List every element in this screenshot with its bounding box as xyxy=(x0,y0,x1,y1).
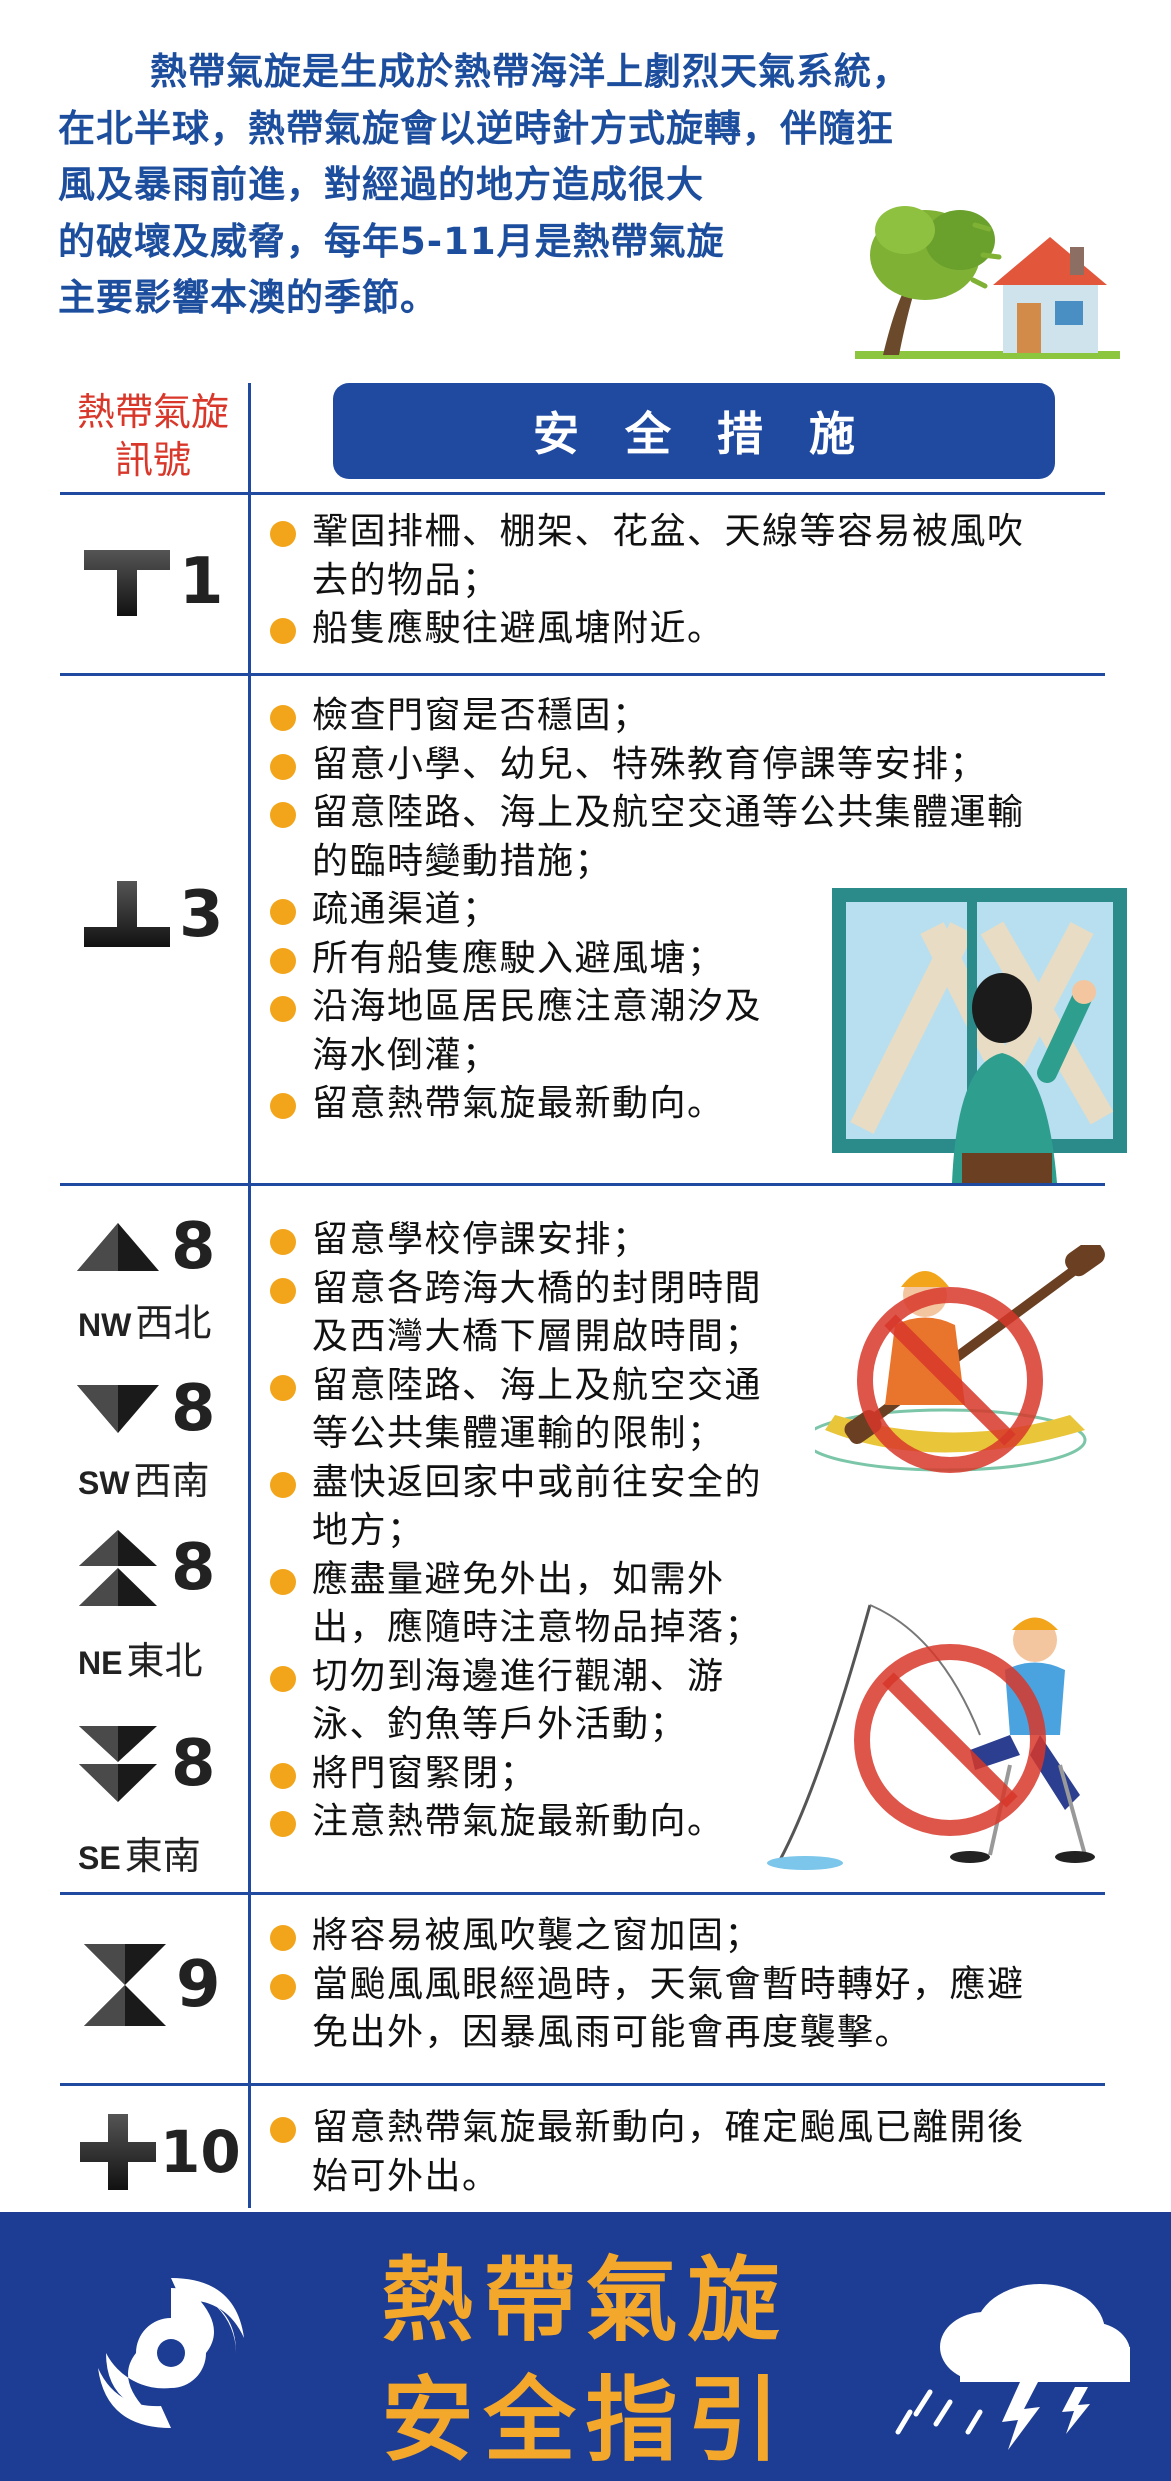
measure-item-continuation: 等公共集體運輸的限制； xyxy=(312,1413,725,1454)
signal-8-sw: 8 xyxy=(73,1372,216,1446)
measure-item-continuation: 泳、釣魚等戶外活動； xyxy=(312,1704,688,1745)
row-divider xyxy=(60,1892,1105,1895)
signal-8-down-triangle-icon xyxy=(77,1385,159,1433)
intro-line: 風及暴雨前進，對經過的地方造成很大 xyxy=(58,163,704,206)
signal-8-ne-label: NE 東北 xyxy=(78,1630,202,1685)
signal-1-number: 1 xyxy=(179,545,224,619)
direction-code: SW xyxy=(78,1465,130,1501)
signal-10-cross-icon xyxy=(80,2114,156,2190)
signal-8-number: 8 xyxy=(171,1372,216,1446)
measure-item: 留意陸路、海上及航空交通 xyxy=(268,1362,762,1411)
measure-item: 留意熱帶氣旋最新動向。 xyxy=(268,1080,1025,1129)
signal-9-number: 9 xyxy=(176,1948,221,2022)
intro-line: 的破壞及威脅，每年5-11月是熱帶氣旋 xyxy=(58,219,725,263)
signal-8-se: 8 xyxy=(73,1724,216,1804)
measure-item: 盡快返回家中或前往安全的 xyxy=(268,1459,762,1508)
intro-paragraph: 熱帶氣旋是生成於熱帶海洋上劇烈天氣系統， 在北半球，熱帶氣旋會以逆時針方式旋轉，… xyxy=(58,44,1088,327)
signal-8-nw: 8 xyxy=(73,1210,216,1284)
signal-8-se-label: SE 東南 xyxy=(78,1825,201,1880)
direction-name: 西南 xyxy=(133,1459,210,1503)
signal-8-ne: 8 xyxy=(73,1528,216,1608)
signal-8-measures: 留意學校停課安排； 留意各跨海大橋的封閉時間 及西灣大橋下層開啟時間； 留意陸路… xyxy=(268,1216,762,1847)
measure-item-continuation: 去的物品； xyxy=(312,559,500,601)
intro-line: 熱帶氣旋是生成於熱帶海洋上劇烈天氣系統， xyxy=(150,50,910,93)
house-in-wind-illustration xyxy=(855,206,1120,359)
signal-3-number: 3 xyxy=(179,878,224,952)
measure-item-continuation: 始可外出。 xyxy=(312,2155,500,2197)
signal-8-double-down-triangle-icon xyxy=(79,1726,157,1802)
direction-code: NW xyxy=(78,1307,132,1343)
measure-item: 注意熱帶氣旋最新動向。 xyxy=(268,1798,762,1847)
measure-item: 留意陸路、海上及航空交通等公共集體運輸 xyxy=(268,789,1025,838)
column-divider xyxy=(248,383,251,2208)
direction-name: 東南 xyxy=(124,1834,201,1878)
measure-item: 留意各跨海大橋的封閉時間 xyxy=(268,1265,762,1314)
measure-item: 將容易被風吹襲之窗加固； xyxy=(268,1912,1025,1961)
signal-10-number: 10 xyxy=(160,2118,241,2186)
measure-item: 留意熱帶氣旋最新動向，確定颱風已離開後 xyxy=(268,2104,1025,2153)
measure-item: 船隻應駛往避風塘附近。 xyxy=(268,605,1025,654)
direction-name: 東北 xyxy=(126,1639,203,1683)
signal-column-header: 熱帶氣旋 訊號 xyxy=(58,388,248,484)
measure-item: 切勿到海邊進行觀潮、游 xyxy=(268,1653,762,1702)
measure-item-continuation: 及西灣大橋下層開啟時間； xyxy=(312,1316,763,1357)
signal-8-double-up-triangle-icon xyxy=(79,1530,157,1606)
measure-item: 應盡量避免外出，如需外 xyxy=(268,1556,762,1605)
measure-item-continuation: 免出外，因暴風雨可能會再度襲擊。 xyxy=(312,2012,913,2053)
taped-window-illustration xyxy=(832,888,1127,1183)
signal-8-nw-label: NW 西北 xyxy=(78,1292,211,1347)
signal-9-hourglass-icon xyxy=(84,1944,166,2026)
signal-header-line-2: 訊號 xyxy=(114,438,191,482)
measure-item-continuation: 地方； xyxy=(312,1510,425,1551)
signal-8-up-triangle-icon xyxy=(77,1223,159,1271)
measure-item: 疏通渠道； xyxy=(268,886,1025,935)
signal-9: 9 xyxy=(80,1940,221,2030)
signal-10-measures: 留意熱帶氣旋最新動向，確定颱風已離開後 始可外出。 xyxy=(268,2104,1025,2201)
measure-item: 鞏固排柵、棚架、花盆、天線等容易被風吹 xyxy=(268,508,1025,557)
signal-1: 1 xyxy=(80,545,224,619)
signal-8-sw-label: SW 西南 xyxy=(78,1450,210,1505)
signal-9-measures: 將容易被風吹襲之窗加固； 當颱風風眼經過時，天氣會暫時轉好，應避 免出外，因暴風… xyxy=(268,1912,1025,2058)
intro-line: 主要影響本澳的季節。 xyxy=(58,276,438,319)
no-fishing-illustration xyxy=(767,1604,1095,1870)
measure-item-continuation: 的臨時變動措施； xyxy=(312,840,613,882)
signal-8-number: 8 xyxy=(171,1727,216,1801)
direction-name: 西北 xyxy=(135,1301,212,1345)
row-divider xyxy=(60,673,1105,676)
row-divider xyxy=(60,492,1105,495)
intro-line: 在北半球，熱帶氣旋會以逆時針方式旋轉，伴隨狂 xyxy=(58,106,894,150)
typhoon-icon xyxy=(98,2278,244,2428)
footer-title-line-2: 安全指引 xyxy=(381,2367,790,2474)
direction-code: SE xyxy=(78,1840,121,1876)
footer-title-line-1: 熱帶氣旋 xyxy=(381,2247,790,2354)
signal-10: 10 xyxy=(78,2112,241,2192)
row-divider xyxy=(60,1183,1105,1186)
measure-item: 沿海地區居民應注意潮汐及 xyxy=(268,983,1025,1032)
measure-item-continuation: 出，應隨時注意物品掉落； xyxy=(312,1607,763,1648)
signal-8-number: 8 xyxy=(171,1210,216,1284)
direction-code: NE xyxy=(78,1645,123,1681)
signal-1-t-icon xyxy=(84,550,170,616)
storm-cloud-icon xyxy=(895,2284,1130,2450)
measure-item: 當颱風風眼經過時，天氣會暫時轉好，應避 xyxy=(268,1961,1025,2010)
signal-3-measures: 檢查門窗是否穩固； 留意小學、幼兒、特殊教育停課等安排； 留意陸路、海上及航空交… xyxy=(268,692,1025,1129)
row-divider xyxy=(60,2083,1105,2086)
signal-header-line-1: 熱帶氣旋 xyxy=(76,390,229,434)
signal-3-inverted-t-icon xyxy=(84,881,170,947)
measure-item: 檢查門窗是否穩固； xyxy=(268,692,1025,741)
measure-item: 留意學校停課安排； xyxy=(268,1216,762,1265)
measure-item: 所有船隻應駛入避風塘； xyxy=(268,935,1025,984)
signal-1-measures: 鞏固排柵、棚架、花盆、天線等容易被風吹 去的物品； 船隻應駛往避風塘附近。 xyxy=(268,508,1025,654)
no-kayaking-illustration xyxy=(815,1245,1105,1473)
signal-3: 3 xyxy=(80,878,224,952)
measure-item-continuation: 海水倒灌； xyxy=(312,1034,500,1076)
measure-item: 留意小學、幼兒、特殊教育停課等安排； xyxy=(268,741,1025,790)
measure-item: 將門窗緊閉； xyxy=(268,1750,762,1799)
signal-8-number: 8 xyxy=(171,1531,216,1605)
measures-column-header: 安全措施 xyxy=(333,383,1055,479)
